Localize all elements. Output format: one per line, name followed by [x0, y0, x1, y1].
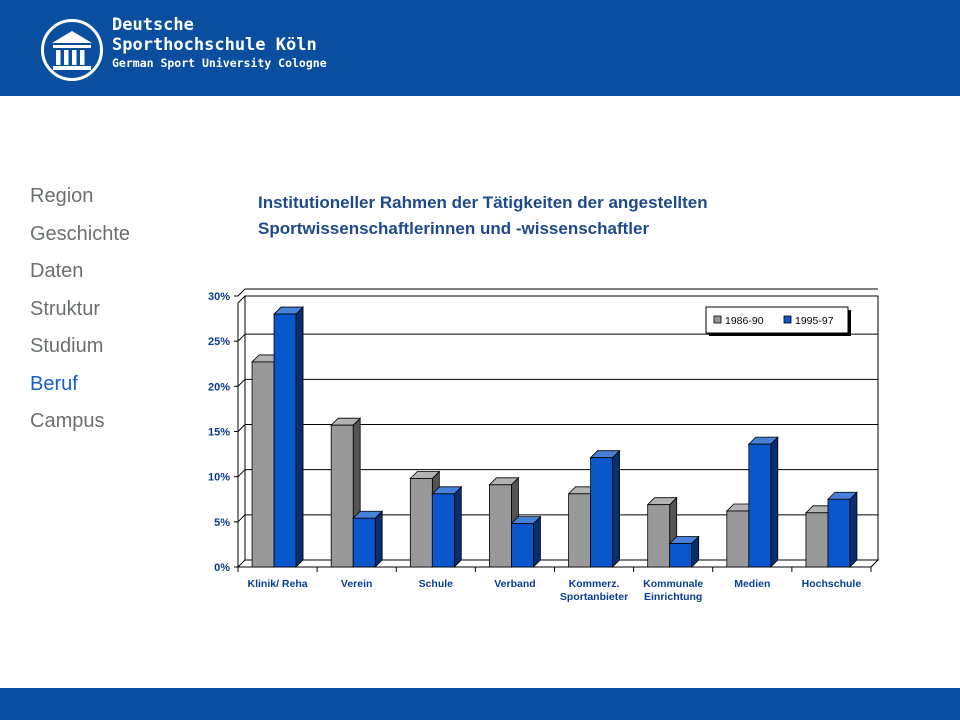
header-bar: Deutsche Sporthochschule Köln German Spo…: [0, 0, 960, 96]
bar-side: [533, 515, 541, 568]
legend-label: 1995-97: [795, 315, 834, 327]
chart-title: Institutioneller Rahmen der Tätigkeiten …: [258, 190, 878, 242]
bar-1986-90: [647, 504, 671, 568]
bar-1986-90: [330, 424, 354, 568]
x-tick-label: Medien: [734, 578, 770, 590]
y-tick-label: 30%: [208, 291, 230, 303]
bar-1986-90: [726, 510, 750, 568]
bar-1995-97: [669, 543, 693, 568]
legend-swatch: [783, 315, 792, 324]
x-tick-label: Kommunale: [643, 578, 703, 590]
x-tick-label: Sportanbieter: [560, 591, 628, 603]
brand-text: Deutsche Sporthochschule Köln German Spo…: [112, 17, 327, 70]
bar-1986-90: [568, 493, 591, 568]
x-tick-label: Verband: [494, 578, 535, 590]
bar-1995-97: [511, 523, 534, 568]
brand-line-2: Sporthochschule Köln: [112, 35, 317, 55]
nav-item-beruf[interactable]: Beruf: [30, 372, 78, 395]
bar-side: [453, 485, 462, 568]
bar-side: [612, 449, 620, 568]
nav-item-studium[interactable]: Studium: [30, 335, 104, 357]
nav-item-geschichte[interactable]: Geschichte: [30, 222, 131, 245]
bar-1986-90: [805, 512, 829, 568]
y-tick-label: 0%: [214, 562, 230, 574]
gridline-side: [237, 333, 246, 342]
y-tick-label: 10%: [208, 472, 230, 484]
y-tick-label: 15%: [208, 427, 230, 439]
y-tick-label: 20%: [208, 381, 230, 393]
chart-title-line-1: Institutioneller Rahmen der Tätigkeiten …: [258, 193, 708, 212]
x-tick-label: Klinik/ Reha: [248, 578, 308, 590]
nav-item-campus[interactable]: Campus: [30, 410, 105, 432]
bar-1986-90: [489, 484, 512, 568]
bar-chart: 0% 5% 10% 15% 20% 25% 30% Klinik/ Reha Verein Sch…: [208, 288, 880, 603]
chart-title-line-2: Sportwissenschaftlerinnen und -wissensch…: [258, 219, 650, 238]
bar-1986-90: [251, 361, 275, 568]
y-axis-top: [237, 295, 246, 304]
gridline-side: [237, 469, 246, 478]
gridline-side: [237, 514, 246, 523]
footer-bar: [0, 688, 960, 720]
x-tick-label: Einrichtung: [644, 591, 702, 603]
bar-1995-97: [273, 313, 297, 568]
legend-swatch: [713, 315, 722, 324]
bar-1995-97: [590, 457, 613, 568]
nav-item-daten[interactable]: Daten: [30, 260, 84, 282]
side-nav: Region Geschichte Daten Struktur Studium…: [30, 183, 130, 446]
y-tick-label: 25%: [208, 336, 230, 348]
bar-side: [374, 510, 383, 568]
gridline-side: [237, 288, 246, 297]
bar-side: [295, 306, 304, 568]
legend-label: 1986-90: [725, 315, 764, 327]
bar-side: [849, 491, 858, 568]
y-tick-label: 5%: [214, 517, 230, 529]
university-logo-icon[interactable]: [40, 18, 104, 82]
gridline-side: [237, 378, 246, 387]
legend-box: [705, 306, 849, 334]
bar-1995-97: [748, 443, 772, 568]
bar-side: [770, 436, 779, 568]
x-tick-label: Schule: [419, 578, 454, 590]
x-tick-label: Verein: [341, 578, 373, 590]
bar-1986-90: [409, 478, 433, 568]
nav-item-struktur[interactable]: Struktur: [30, 297, 101, 320]
brand-line-3: German Sport University Cologne: [112, 56, 327, 70]
x-tick-label: Hochschule: [802, 578, 862, 590]
x-tick-label: Kommerz.: [569, 578, 620, 590]
nav-item-region[interactable]: Region: [30, 185, 94, 207]
bar-1995-97: [431, 493, 455, 568]
brand-line-1: Deutsche: [112, 15, 194, 35]
gridline-side: [237, 424, 246, 432]
bar-1995-97: [827, 498, 851, 568]
bar-1995-97: [352, 517, 376, 568]
